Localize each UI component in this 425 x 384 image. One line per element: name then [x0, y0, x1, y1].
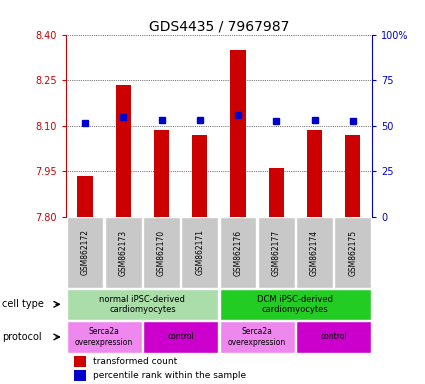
Bar — [345, 135, 360, 217]
Bar — [77, 176, 93, 217]
Bar — [181, 217, 218, 288]
Bar — [269, 168, 284, 217]
Text: GSM862177: GSM862177 — [272, 229, 281, 276]
Bar — [296, 321, 371, 353]
Text: protocol: protocol — [2, 332, 42, 342]
Text: GSM862173: GSM862173 — [119, 229, 128, 276]
Text: DCM iPSC-derived
cardiomyocytes: DCM iPSC-derived cardiomyocytes — [258, 295, 333, 314]
Text: control: control — [320, 333, 347, 341]
Text: GSM862176: GSM862176 — [233, 229, 243, 276]
Bar — [67, 321, 142, 353]
Bar — [220, 217, 256, 288]
Text: GSM862171: GSM862171 — [195, 230, 204, 275]
Text: Serca2a
overexpression: Serca2a overexpression — [228, 327, 286, 347]
Bar — [307, 130, 322, 217]
Bar — [296, 217, 333, 288]
Bar — [116, 85, 131, 217]
Text: GSM862172: GSM862172 — [80, 230, 90, 275]
Title: GDS4435 / 7967987: GDS4435 / 7967987 — [149, 20, 289, 33]
Bar — [67, 217, 103, 288]
Bar — [334, 217, 371, 288]
Text: Serca2a
overexpression: Serca2a overexpression — [75, 327, 133, 347]
Bar — [105, 217, 142, 288]
Text: GSM862174: GSM862174 — [310, 229, 319, 276]
Bar — [74, 356, 86, 367]
Bar — [258, 217, 295, 288]
Text: GSM862175: GSM862175 — [348, 229, 357, 276]
Bar — [67, 289, 218, 320]
Text: GSM862170: GSM862170 — [157, 229, 166, 276]
Text: cell type: cell type — [2, 299, 44, 310]
Bar — [154, 130, 169, 217]
Text: control: control — [167, 333, 194, 341]
Text: percentile rank within the sample: percentile rank within the sample — [93, 371, 246, 380]
Bar — [220, 289, 371, 320]
Bar — [230, 50, 246, 217]
Text: transformed count: transformed count — [93, 357, 177, 366]
Text: normal iPSC-derived
cardiomyocytes: normal iPSC-derived cardiomyocytes — [99, 295, 185, 314]
Bar — [143, 217, 180, 288]
Bar — [192, 135, 207, 217]
Bar — [74, 370, 86, 381]
Bar — [220, 321, 295, 353]
Bar — [143, 321, 218, 353]
